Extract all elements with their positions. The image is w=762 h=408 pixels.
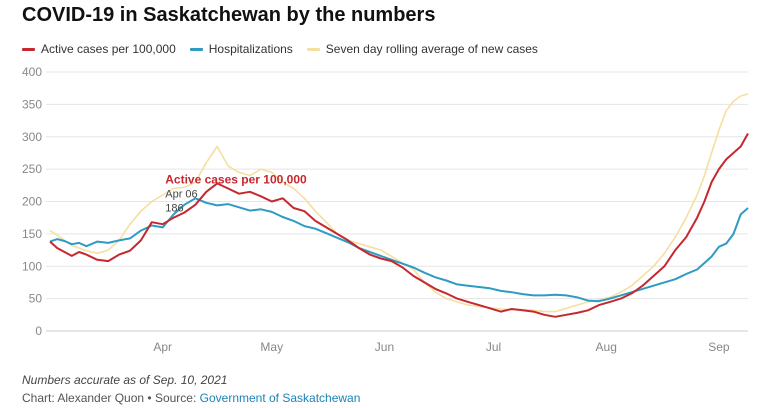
- legend-item-hospitalizations[interactable]: Hospitalizations: [189, 42, 293, 56]
- y-tick-label: 250: [22, 162, 42, 176]
- annotation-date: Apr 06: [165, 189, 197, 201]
- chart-title: COVID-19 in Saskatchewan by the numbers: [22, 4, 436, 26]
- x-tick-label: Sep: [708, 340, 730, 354]
- x-tick-label: May: [260, 340, 283, 354]
- y-tick-label: 200: [22, 195, 42, 209]
- source-link[interactable]: Government of Saskatchewan: [199, 391, 361, 405]
- series-line-active-cases[interactable]: [49, 133, 749, 318]
- legend-swatch-hospitalizations: [189, 47, 203, 51]
- x-tick-label: Jun: [375, 340, 394, 354]
- annotation-title: Active cases per 100,000: [165, 173, 307, 187]
- legend: Active cases per 100,000 Hospitalization…: [22, 42, 538, 56]
- y-tick-label: 50: [29, 292, 43, 306]
- legend-item-active[interactable]: Active cases per 100,000: [22, 42, 176, 56]
- series-line-hospitalizations[interactable]: [49, 197, 749, 303]
- credit-line: Chart: Alexander Quon • Source: Governme…: [22, 391, 360, 405]
- legend-item-rolling-average[interactable]: Seven day rolling average of new cases: [306, 42, 538, 56]
- y-tick-label: 300: [22, 130, 42, 144]
- x-tick-label: Apr: [153, 340, 172, 354]
- annotation-value: 186: [165, 203, 183, 215]
- legend-swatch-active: [22, 47, 35, 51]
- legend-label-active: Active cases per 100,000: [41, 42, 176, 56]
- legend-swatch-rolling-average: [306, 47, 320, 51]
- legend-label-rolling-average: Seven day rolling average of new cases: [325, 42, 538, 56]
- legend-label-hospitalizations: Hospitalizations: [208, 42, 293, 56]
- y-tick-label: 100: [22, 259, 42, 273]
- accuracy-note: Numbers accurate as of Sep. 10, 2021: [22, 373, 228, 387]
- line-chart: 0 50 100 150 200 250 300 350 400 Apr May Jun Jul Aug S…: [22, 65, 749, 354]
- y-tick-label: 0: [35, 324, 42, 338]
- y-tick-label: 400: [22, 65, 42, 79]
- y-tick-label: 350: [22, 97, 42, 111]
- x-tick-label: Jul: [486, 340, 501, 354]
- y-tick-label: 150: [22, 227, 42, 241]
- credit-text: Chart: Alexander Quon • Source:: [22, 391, 200, 405]
- series-line-rolling-average[interactable]: [49, 93, 749, 313]
- x-tick-label: Aug: [596, 340, 617, 354]
